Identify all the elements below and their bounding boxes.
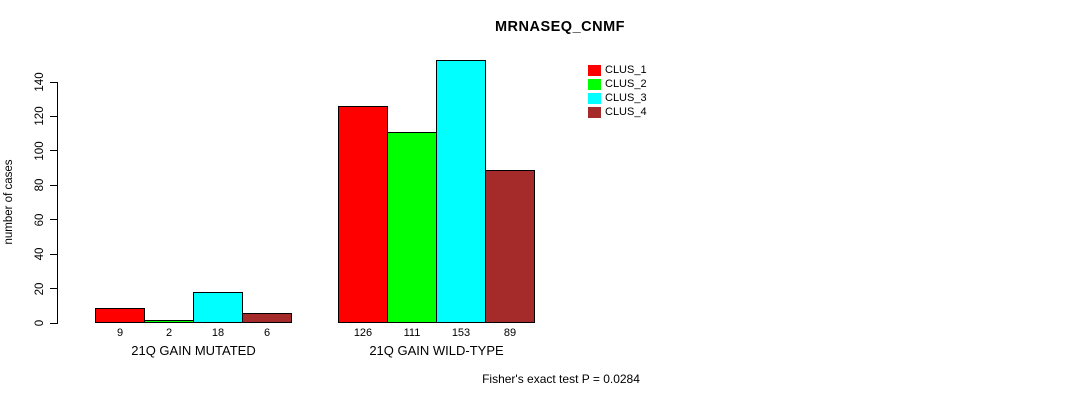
y-tick-mark <box>50 150 57 152</box>
y-tick-label: 140 <box>34 72 46 92</box>
y-tick-mark <box>50 322 57 324</box>
y-axis-line <box>57 82 58 324</box>
legend-swatch-clus_3 <box>588 93 601 104</box>
legend-swatch-clus_4 <box>588 107 601 118</box>
y-axis-title: number of cases <box>3 159 15 245</box>
bar-value-label: 9 <box>116 327 124 339</box>
legend-label-clus_1: CLUS_1 <box>605 64 647 76</box>
y-tick-label: 80 <box>34 178 46 192</box>
legend-label-clus_4: CLUS_4 <box>605 106 647 118</box>
bar-value-label: 18 <box>211 327 225 339</box>
y-tick-mark <box>50 184 57 186</box>
y-tick-mark <box>50 253 57 255</box>
y-tick-label: 40 <box>34 247 46 261</box>
bar-value-label: 89 <box>503 327 517 339</box>
bar-clus_4-group1 <box>242 313 292 323</box>
bar-clus_1-group2 <box>338 106 388 323</box>
bar-clus_1-group1 <box>95 308 145 323</box>
legend-swatch-clus_1 <box>588 65 601 76</box>
bar-clus_3-group2 <box>436 60 486 323</box>
bar-value-label: 153 <box>451 327 471 339</box>
bar-value-label: 126 <box>353 327 373 339</box>
bar-value-label: 6 <box>263 327 271 339</box>
bar-value-label: 111 <box>403 327 421 339</box>
bar-value-label: 2 <box>165 327 173 339</box>
legend-swatch-clus_2 <box>588 79 601 90</box>
y-tick-label: 100 <box>34 141 46 161</box>
bar-clus_2-group2 <box>387 132 437 323</box>
y-tick-mark <box>50 219 57 221</box>
stats-annotation: Fisher's exact test P = 0.0284 <box>482 372 640 386</box>
y-tick-label: 20 <box>34 282 46 295</box>
legend-label-clus_2: CLUS_2 <box>605 78 647 90</box>
y-tick-mark <box>50 288 57 290</box>
y-tick-label: 0 <box>34 319 46 327</box>
category-label: 21Q GAIN MUTATED <box>131 343 256 358</box>
bar-clus_4-group2 <box>485 170 535 323</box>
category-label: 21Q GAIN WILD-TYPE <box>369 343 504 358</box>
y-tick-mark <box>50 81 57 83</box>
legend-label-clus_3: CLUS_3 <box>605 92 647 104</box>
bar-clus_2-group1 <box>144 320 194 323</box>
chart-title: MRNASEQ_CNMF <box>494 19 626 35</box>
y-tick-mark <box>50 115 57 117</box>
bar-clus_3-group1 <box>193 292 243 323</box>
y-tick-label: 60 <box>34 213 46 227</box>
y-tick-label: 120 <box>34 106 46 127</box>
